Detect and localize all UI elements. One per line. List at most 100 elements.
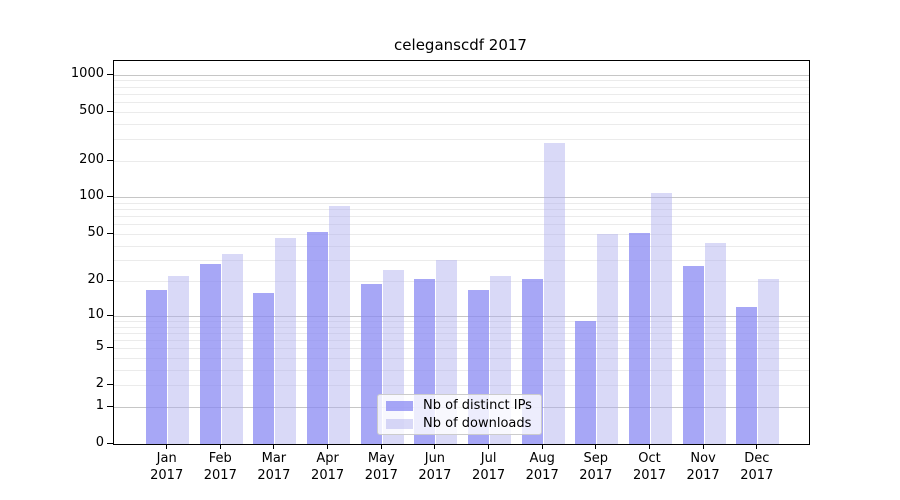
gridline-80 (114, 209, 809, 211)
gridline-9 (114, 320, 809, 322)
bar-mar-downloads (275, 238, 297, 444)
x-tick-mark-nov (702, 444, 704, 449)
x-tick-label-mar: Mar 2017 (257, 451, 291, 483)
y-tick-mark-20 (107, 280, 113, 282)
y-tick-mark-50 (107, 232, 113, 234)
legend-swatch-distinct-ips (386, 400, 413, 411)
gridline-70 (114, 216, 809, 218)
x-tick-label-nov: Nov 2017 (686, 451, 720, 483)
x-tick-mark-oct (649, 444, 650, 449)
x-tick-label-jun: Jun 2017 (418, 451, 452, 483)
bar-jan-distinct-ips (146, 289, 168, 444)
y-tick-label-1000: 1000 (70, 65, 104, 81)
legend-label-distinct-ips: Nb of distinct IPs (423, 398, 532, 413)
gridline-100 (114, 197, 809, 199)
gridline-40 (114, 245, 809, 247)
y-tick-mark-1000 (107, 73, 113, 75)
gridline-6 (114, 340, 809, 341)
legend: Nb of distinct IPs Nb of downloads (377, 394, 542, 435)
x-tick-label-jan: Jan 2017 (150, 451, 184, 483)
gridline-200 (114, 160, 809, 162)
bar-may-distinct-ips (360, 283, 382, 444)
x-tick-label-may: May 2017 (364, 451, 398, 483)
y-tick-mark-500 (107, 110, 113, 112)
x-tick-label-oct: Oct 2017 (632, 451, 667, 483)
x-tick-mark-apr (327, 444, 329, 449)
x-tick-mark-dec (756, 444, 758, 449)
gridline-400 (114, 123, 809, 125)
y-tick-label-100: 100 (79, 188, 104, 204)
y-tick-mark-2 (107, 384, 113, 386)
y-tick-label-500: 500 (79, 102, 104, 118)
y-tick-label-1: 1 (95, 397, 104, 413)
y-tick-mark-100 (107, 196, 113, 198)
x-tick-mark-mar (273, 444, 275, 449)
bar-oct-distinct-ips (629, 232, 650, 444)
legend-item-distinct-ips: Nb of distinct IPs (386, 398, 535, 413)
bar-feb-downloads (221, 253, 243, 444)
gridline-2 (114, 385, 809, 387)
x-tick-mark-jun (434, 444, 436, 449)
x-tick-label-aug: Aug 2017 (525, 451, 559, 483)
bar-dec-distinct-ips (736, 306, 758, 444)
x-tick-label-jul: Jul 2017 (472, 451, 506, 483)
x-tick-label-apr: Apr 2017 (311, 451, 345, 483)
y-tick-label-50: 50 (87, 224, 104, 240)
gridline-4 (114, 358, 809, 359)
bar-mar-distinct-ips (253, 292, 275, 444)
legend-swatch-downloads (386, 418, 413, 429)
gridline-8 (114, 326, 809, 328)
x-tick-mark-aug (541, 444, 543, 449)
x-tick-mark-jul (488, 444, 490, 449)
bar-jan-downloads (168, 276, 190, 444)
gridline-1000 (114, 74, 809, 76)
bar-nov-distinct-ips (682, 265, 704, 444)
y-tick-mark-200 (107, 159, 113, 161)
legend-item-downloads: Nb of downloads (386, 416, 535, 431)
x-tick-label-dec: Dec 2017 (740, 451, 774, 483)
bar-apr-distinct-ips (307, 231, 329, 444)
gridline-90 (114, 202, 809, 204)
gridline-600 (114, 101, 809, 103)
bar-dec-downloads (758, 278, 780, 444)
bar-sep-distinct-ips (575, 320, 597, 444)
gridline-7 (114, 332, 809, 334)
gridline-60 (114, 224, 809, 226)
y-tick-label-5: 5 (95, 339, 104, 355)
gridline-500 (114, 111, 809, 113)
bar-sep-downloads (597, 233, 619, 444)
bar-apr-downloads (329, 205, 351, 444)
chart-title: celeganscdf 2017 (394, 36, 527, 54)
y-tick-label-20: 20 (87, 272, 104, 288)
gridline-300 (114, 138, 809, 140)
y-tick-mark-5 (107, 347, 113, 349)
bar-nov-downloads (704, 242, 726, 444)
x-tick-mark-feb (219, 444, 221, 449)
gridline-5 (114, 348, 809, 350)
y-tick-mark-0 (107, 443, 113, 444)
gridline-10 (114, 315, 809, 317)
gridline-900 (114, 80, 809, 82)
gridline-20 (114, 281, 809, 283)
bar-feb-distinct-ips (199, 264, 221, 444)
y-tick-mark-1 (107, 405, 113, 407)
gridline-800 (114, 86, 809, 88)
y-tick-mark-10 (107, 314, 113, 316)
bar-aug-downloads (543, 142, 565, 444)
legend-label-downloads: Nb of downloads (423, 416, 532, 431)
plot-area (113, 60, 810, 445)
gridline-3 (114, 369, 809, 371)
x-tick-mark-jan (166, 444, 168, 449)
y-tick-label-0: 0 (95, 435, 104, 450)
gridline-50 (114, 233, 809, 235)
x-tick-mark-may (380, 444, 382, 449)
x-tick-label-sep: Sep 2017 (579, 451, 613, 483)
y-tick-label-10: 10 (87, 306, 104, 322)
gridline-700 (114, 93, 809, 95)
gridline-30 (114, 260, 809, 262)
x-tick-label-feb: Feb 2017 (203, 451, 237, 483)
y-tick-label-200: 200 (79, 151, 104, 167)
y-tick-label-2: 2 (95, 376, 104, 392)
bar-oct-downloads (651, 193, 672, 444)
